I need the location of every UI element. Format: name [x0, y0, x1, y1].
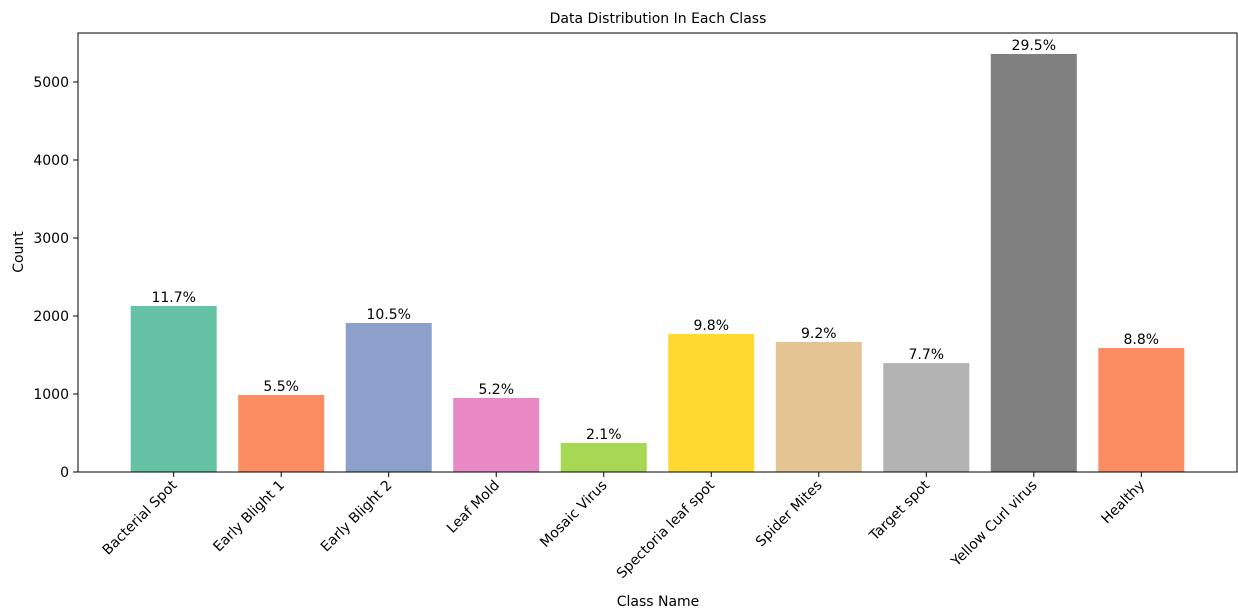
bar: [668, 334, 755, 472]
bar-label: 9.2%: [801, 326, 837, 342]
bar-label: 2.1%: [586, 427, 622, 443]
y-tick-label: 3000: [33, 231, 69, 247]
chart-title: Data Distribution In Each Class: [550, 11, 767, 27]
bar: [883, 363, 970, 472]
plot-frame: [77, 32, 1238, 473]
y-tick-label: 1000: [33, 387, 69, 403]
y-tick-label: 0: [60, 465, 69, 481]
y-axis-label: Count: [11, 231, 27, 273]
bar: [990, 53, 1077, 473]
bar-label: 9.8%: [693, 318, 729, 334]
bar-label: 5.2%: [478, 382, 514, 398]
bar: [1098, 347, 1185, 472]
bar: [775, 341, 862, 472]
x-tick-label: Spider Mites: [753, 478, 826, 551]
bar: [238, 395, 325, 472]
bar-label: 11.7%: [151, 290, 195, 306]
bar-label: 29.5%: [1012, 38, 1056, 54]
x-tick-label: Target spot: [866, 477, 934, 545]
y-tick-label: 4000: [33, 153, 69, 169]
bar-label: 10.5%: [366, 307, 410, 323]
x-tick-label: Early Blight 1: [210, 478, 288, 556]
bar: [560, 442, 647, 472]
x-tick-label: Spectoria leaf spot: [614, 477, 719, 582]
bar: [130, 306, 217, 472]
x-tick-label: Bacterial Spot: [100, 477, 181, 558]
bar: [345, 323, 432, 472]
y-tick-label: 2000: [33, 309, 69, 325]
x-tick-label: Mosaic Virus: [537, 478, 610, 551]
bar-label: 8.8%: [1124, 332, 1160, 348]
bar: [453, 397, 540, 472]
x-axis-label: Class Name: [617, 594, 700, 610]
x-tick-label: Yellow Curl virus: [948, 478, 1041, 571]
x-tick-label: Early Blight 2: [318, 478, 396, 556]
bar-label: 5.5%: [263, 379, 299, 395]
x-tick-label: Leaf Mold: [444, 478, 503, 537]
x-tick-label: Healthy: [1098, 478, 1148, 528]
bar-label: 7.7%: [908, 347, 944, 363]
y-tick-label: 5000: [33, 75, 69, 91]
